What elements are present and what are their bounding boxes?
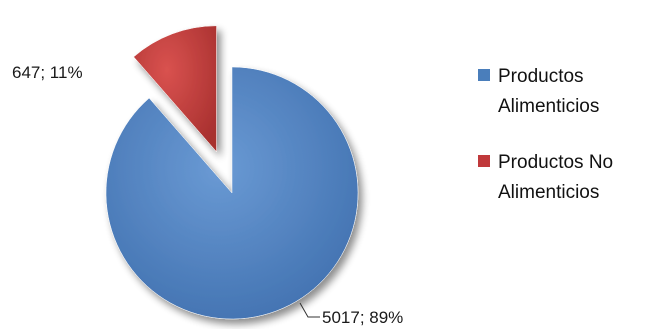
legend-label-no-alimenticios: Productos No Alimenticios	[498, 152, 614, 203]
chart-legend: Productos Alimenticios Productos No Alim…	[472, 62, 642, 234]
slice-productos-alimenticios	[105, 66, 359, 320]
legend-label-alimenticios: Productos Alimenticios	[498, 66, 600, 117]
data-label-no-alimenticios: 647; 11%	[12, 63, 83, 82]
data-label-alimenticios: 5017; 89%	[322, 308, 403, 327]
legend-swatch-no-alimenticios	[478, 155, 490, 167]
legend-item-no-alimenticios: Productos No Alimenticios	[472, 148, 642, 208]
slice-productos-no-alimenticios	[133, 25, 217, 153]
legend-item-alimenticios: Productos Alimenticios	[472, 62, 642, 122]
legend-swatch-alimenticios	[478, 69, 490, 81]
data-label-leader-line	[299, 302, 320, 318]
